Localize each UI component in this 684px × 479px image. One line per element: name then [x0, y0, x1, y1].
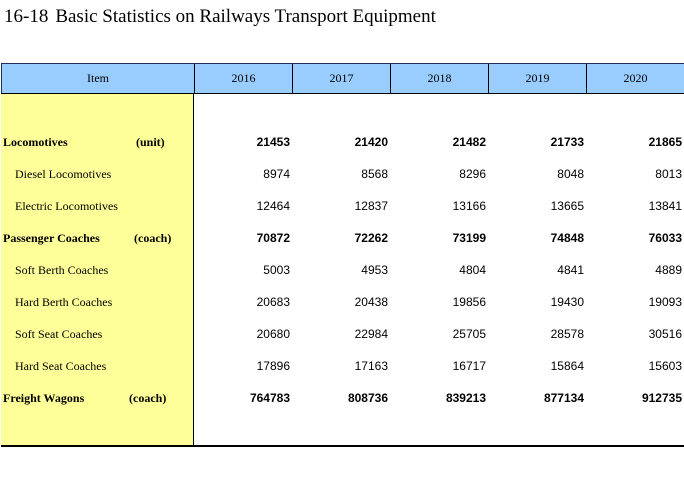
value-cell-2019: 4841 — [557, 263, 584, 277]
value-cell-2016: 17896 — [256, 359, 290, 373]
value-cell-2019: 877134 — [543, 391, 584, 405]
header-year-2017: 2017 — [292, 64, 390, 93]
value-cell-2020: 13841 — [648, 199, 682, 213]
value-cell-2019: 13665 — [550, 199, 584, 213]
header-year-2020: 2020 — [586, 64, 684, 93]
value-cell-2018: 25705 — [452, 327, 486, 341]
value-cell-2017: 22984 — [354, 327, 388, 341]
value-cell-2019: 15864 — [550, 359, 584, 373]
value-cell-2018: 16717 — [452, 359, 486, 373]
value-cell-2018: 73199 — [452, 231, 486, 245]
value-cell-2020: 21865 — [648, 135, 682, 149]
page-title: 16-18 Basic Statistics on Railways Transp… — [4, 6, 436, 28]
value-cell-2017: 808736 — [347, 391, 388, 405]
row-label: Soft Berth Coaches — [15, 263, 109, 277]
value-cell-2019: 8048 — [557, 167, 584, 181]
value-cell-2016: 20680 — [256, 327, 290, 341]
table-title: Basic Statistics on Railways Transport E… — [55, 6, 436, 27]
value-cell-2018: 4804 — [459, 263, 486, 277]
value-cell-2017: 8568 — [361, 167, 388, 181]
row-label: Hard Berth Coaches — [15, 295, 113, 309]
table-row: Soft Berth Coaches 5003 4953 4804 4841 4889 — [1, 254, 684, 286]
row-unit: (coach) — [134, 231, 172, 245]
value-cell-2020: 8013 — [655, 167, 682, 181]
row-label: Hard Seat Coaches — [15, 359, 107, 373]
value-cell-2016: 12464 — [256, 199, 290, 213]
value-cell-2016: 764783 — [249, 391, 290, 405]
value-cell-2020: 912735 — [641, 391, 682, 405]
value-cell-2020: 15603 — [648, 359, 682, 373]
table-row: Hard Berth Coaches 20683 20438 19856 19430 19… — [1, 286, 684, 318]
value-cell-2018: 8296 — [459, 167, 486, 181]
value-cell-2020: 19093 — [648, 295, 682, 309]
row-label: Soft Seat Coaches — [15, 327, 103, 341]
table-header: Item 2016 2017 2018 2019 2020 — [1, 63, 684, 94]
row-label: Electric Locomotives — [15, 199, 118, 213]
table-row: Electric Locomotives 12464 12837 13166 13665… — [1, 190, 684, 222]
header-item: Item — [1, 64, 194, 93]
item-column — [1, 94, 194, 445]
value-cell-2020: 76033 — [648, 231, 682, 245]
value-cell-2017: 4953 — [361, 263, 388, 277]
row-unit: (coach) — [129, 391, 167, 405]
row-label: Freight Wagons — [3, 391, 85, 405]
row-label: Locomotives — [3, 135, 68, 149]
value-cell-2019: 74848 — [550, 231, 584, 245]
table-row: Hard Seat Coaches 17896 17163 16717 15864 156… — [1, 350, 684, 382]
row-unit: (unit) — [136, 135, 165, 149]
value-cell-2019: 21733 — [550, 135, 584, 149]
table-bottom-rule — [1, 445, 684, 447]
table-row: Freight Wagons (coach) 764783 808736 839213 8… — [1, 382, 684, 414]
value-cell-2019: 19430 — [550, 295, 584, 309]
table-row: Passenger Coaches (coach) 70872 72262 73199 7… — [1, 222, 684, 254]
header-year-2019: 2019 — [488, 64, 586, 93]
value-cell-2016: 21453 — [256, 135, 290, 149]
value-cell-2017: 20438 — [354, 295, 388, 309]
value-cell-2016: 20683 — [256, 295, 290, 309]
table-number: 16-18 — [4, 6, 49, 27]
value-cell-2016: 70872 — [256, 231, 290, 245]
value-cell-2018: 21482 — [452, 135, 486, 149]
value-cell-2019: 28578 — [550, 327, 584, 341]
value-cell-2017: 21420 — [354, 135, 388, 149]
value-cell-2017: 72262 — [354, 231, 388, 245]
table-row: Diesel Locomotives 8974 8568 8296 8048 8013 — [1, 158, 684, 190]
value-cell-2017: 12837 — [354, 199, 388, 213]
value-cell-2016: 8974 — [263, 167, 290, 181]
value-cell-2020: 4889 — [655, 263, 682, 277]
value-cell-2017: 17163 — [354, 359, 388, 373]
value-cell-2020: 30516 — [648, 327, 682, 341]
value-cell-2016: 5003 — [263, 263, 290, 277]
value-cell-2018: 839213 — [445, 391, 486, 405]
row-label: Passenger Coaches — [3, 231, 100, 245]
header-year-2016: 2016 — [194, 64, 292, 93]
value-cell-2018: 19856 — [452, 295, 486, 309]
table-row: Soft Seat Coaches 20680 22984 25705 28578 305… — [1, 318, 684, 350]
table-row: Locomotives (unit) 21453 21420 21482 21733 218… — [1, 126, 684, 158]
header-year-2018: 2018 — [390, 64, 488, 93]
value-cell-2018: 13166 — [452, 199, 486, 213]
row-label: Diesel Locomotives — [15, 167, 112, 181]
